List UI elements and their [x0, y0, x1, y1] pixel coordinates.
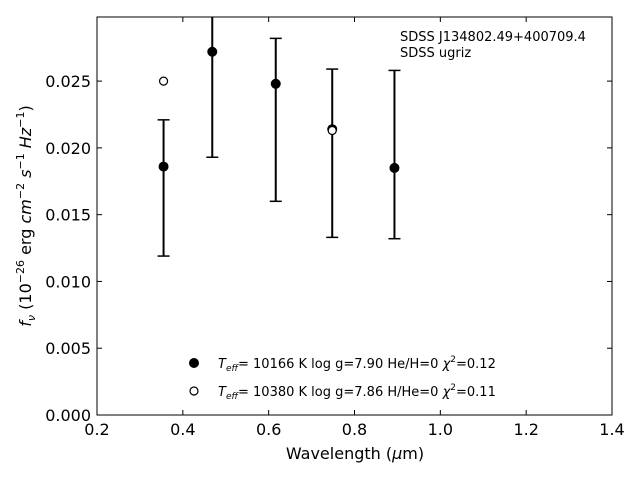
y-tick-label: 0.015 [45, 206, 91, 225]
y-tick-label: 0.010 [45, 272, 91, 291]
annotation-photometry: SDSS ugriz [400, 46, 471, 61]
plot-frame [96, 16, 613, 416]
y-tick-label: 0.020 [45, 139, 91, 158]
point-filled [158, 161, 169, 172]
y-tick-label: 0.005 [45, 339, 91, 358]
legend-label-filled: Teff= 10166 K log g=7.90 He/H=0 χ2=0.12 [218, 355, 496, 374]
x-tick-label: 0.4 [170, 420, 195, 439]
y-axis-label: fν (10−26 erg cm−2 s−1 Hz−1) [14, 105, 38, 326]
x-axis-label: Wavelength (μm) [286, 444, 424, 463]
point-open [158, 76, 169, 86]
plot-area [157, 17, 401, 257]
point-filled [389, 162, 400, 173]
legend-marker-filled [189, 358, 199, 368]
x-tick-label: 0.8 [342, 420, 367, 439]
y-tick-label: 0.000 [45, 406, 91, 425]
x-tick-label: 1.4 [599, 420, 624, 439]
legend-label-open: Teff= 10380 K log g=7.86 H/He=0 χ2=0.11 [218, 383, 496, 402]
y-tick-label: 0.025 [45, 72, 91, 91]
x-tick-label: 0.6 [256, 420, 281, 439]
annotation-object-name: SDSS J134802.49+400709.4 [400, 30, 586, 45]
point-open [327, 125, 337, 136]
x-tick-label: 0.2 [84, 420, 109, 439]
point-filled [270, 78, 281, 89]
legend: Teff= 10166 K log g=7.90 He/H=0 χ2=0.12 … [189, 355, 496, 402]
x-tick-label: 1.0 [428, 420, 453, 439]
point-filled [207, 46, 218, 57]
x-tick-label: 1.2 [513, 420, 538, 439]
legend-marker-open [189, 386, 199, 396]
